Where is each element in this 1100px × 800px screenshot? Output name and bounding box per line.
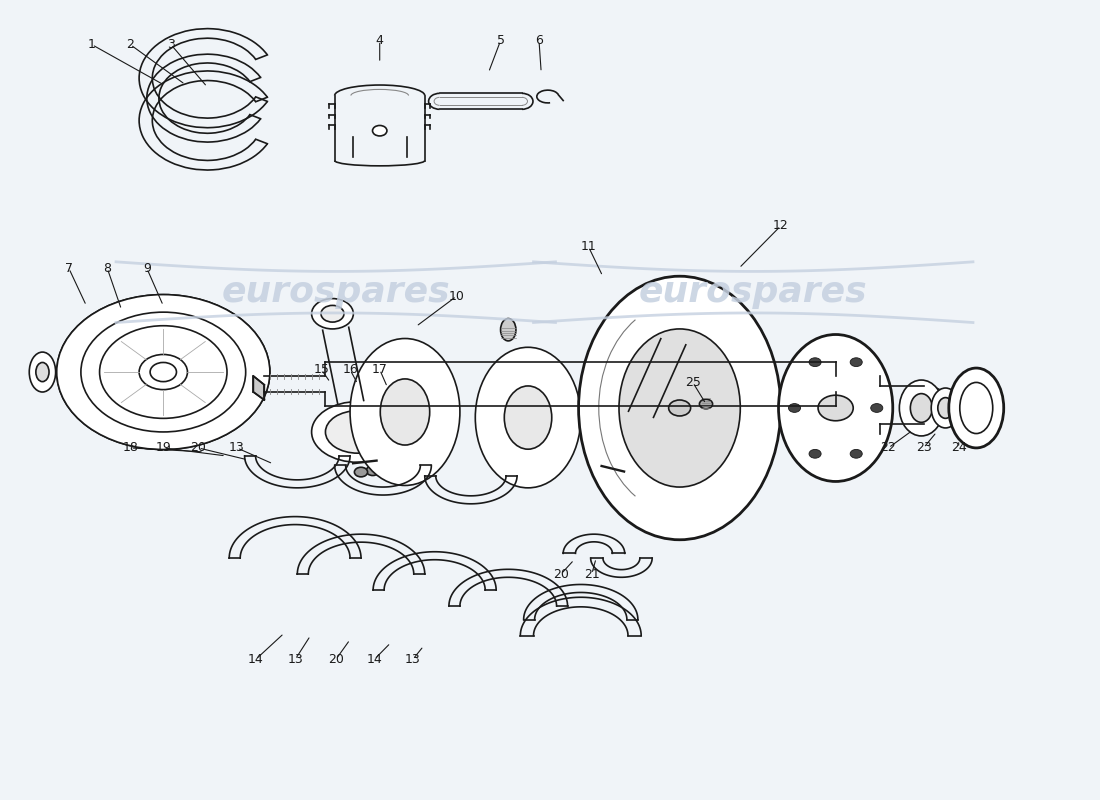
- Text: eurospares: eurospares: [639, 275, 868, 309]
- Ellipse shape: [660, 314, 700, 342]
- Ellipse shape: [100, 326, 227, 418]
- Ellipse shape: [669, 320, 691, 336]
- Text: 20: 20: [553, 567, 569, 581]
- Ellipse shape: [932, 388, 960, 428]
- Ellipse shape: [871, 403, 883, 412]
- Text: 23: 23: [915, 442, 932, 454]
- Ellipse shape: [818, 395, 854, 421]
- Ellipse shape: [366, 466, 379, 475]
- Ellipse shape: [81, 312, 245, 432]
- Ellipse shape: [311, 298, 353, 329]
- Ellipse shape: [350, 338, 460, 486]
- Ellipse shape: [911, 394, 933, 422]
- Ellipse shape: [808, 358, 821, 366]
- Text: 14: 14: [248, 653, 263, 666]
- Ellipse shape: [475, 347, 581, 488]
- Ellipse shape: [779, 334, 893, 482]
- Ellipse shape: [381, 379, 430, 445]
- Text: 3: 3: [167, 38, 175, 51]
- Ellipse shape: [850, 450, 862, 458]
- Text: 1: 1: [88, 38, 96, 51]
- Ellipse shape: [354, 467, 367, 477]
- Ellipse shape: [504, 386, 552, 449]
- Text: 6: 6: [535, 34, 543, 47]
- Text: 14: 14: [366, 653, 382, 666]
- Text: 18: 18: [122, 442, 139, 454]
- Text: 20: 20: [190, 442, 207, 454]
- Text: 16: 16: [342, 363, 358, 376]
- Text: 15: 15: [314, 363, 329, 376]
- Ellipse shape: [150, 362, 176, 382]
- Text: 2: 2: [126, 38, 134, 51]
- Ellipse shape: [30, 352, 56, 392]
- Text: 20: 20: [328, 653, 343, 666]
- Text: 8: 8: [103, 262, 111, 274]
- Text: 19: 19: [155, 442, 172, 454]
- Ellipse shape: [321, 306, 344, 322]
- Text: 13: 13: [287, 653, 303, 666]
- Ellipse shape: [579, 276, 781, 540]
- Wedge shape: [57, 294, 270, 450]
- Ellipse shape: [596, 472, 609, 482]
- Ellipse shape: [900, 380, 944, 436]
- Ellipse shape: [373, 126, 387, 136]
- Ellipse shape: [583, 413, 671, 470]
- Ellipse shape: [789, 403, 801, 412]
- Ellipse shape: [669, 400, 691, 416]
- Text: 25: 25: [685, 376, 701, 389]
- Text: 9: 9: [143, 262, 151, 274]
- Ellipse shape: [619, 329, 740, 487]
- Ellipse shape: [850, 358, 862, 366]
- Text: 13: 13: [229, 442, 245, 454]
- Text: 10: 10: [449, 290, 464, 302]
- Ellipse shape: [607, 474, 620, 484]
- Ellipse shape: [36, 362, 50, 382]
- Text: eurospares: eurospares: [221, 275, 450, 309]
- Text: 21: 21: [584, 567, 600, 581]
- Ellipse shape: [500, 318, 516, 341]
- Text: 11: 11: [581, 240, 596, 253]
- Ellipse shape: [57, 294, 270, 450]
- Text: 12: 12: [773, 219, 789, 233]
- Ellipse shape: [311, 402, 404, 462]
- Ellipse shape: [938, 398, 954, 418]
- Text: 5: 5: [496, 34, 505, 47]
- Text: 13: 13: [405, 653, 420, 666]
- Ellipse shape: [596, 422, 658, 462]
- Ellipse shape: [326, 410, 390, 453]
- Polygon shape: [253, 376, 264, 400]
- Text: 22: 22: [880, 442, 896, 454]
- Ellipse shape: [139, 354, 187, 390]
- Ellipse shape: [949, 368, 1003, 448]
- Text: 24: 24: [950, 442, 967, 454]
- Ellipse shape: [960, 382, 992, 434]
- Ellipse shape: [808, 450, 821, 458]
- Ellipse shape: [700, 399, 713, 409]
- Text: 17: 17: [372, 363, 387, 376]
- Text: 7: 7: [65, 262, 73, 274]
- Text: 4: 4: [376, 34, 384, 47]
